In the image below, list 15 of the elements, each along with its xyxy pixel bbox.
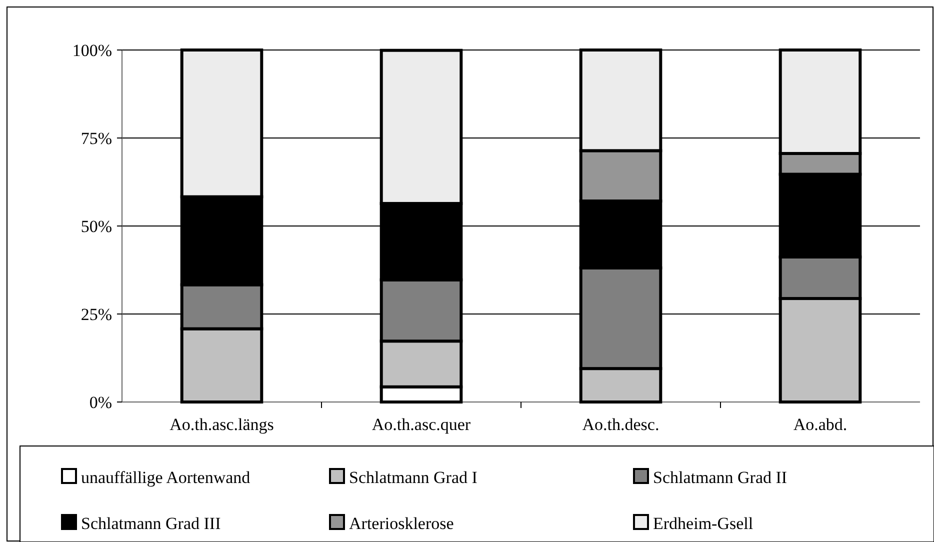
y-tick-label: 25% [80,304,112,324]
x-tick-label: Ao.abd. [793,415,848,434]
y-tick-label: 50% [80,216,112,236]
y-tick-label: 0% [89,392,112,412]
legend-label: Erdheim-Gsell [653,514,754,533]
legend-label: unauffällige Aortenwand [81,468,251,487]
legend-label: Arteriosklerose [349,514,454,533]
legend-label: Schlatmann Grad I [349,468,478,487]
y-tick-label: 100% [72,40,112,60]
legend-label: Schlatmann Grad III [81,514,222,533]
x-tick-label: Ao.th.asc.quer [372,415,471,434]
x-tick-label: Ao.th.asc.längs [170,415,274,434]
x-tick-label: Ao.th.desc. [582,415,660,434]
legend-label: Schlatmann Grad II [653,468,788,487]
y-tick-label: 75% [80,128,112,148]
